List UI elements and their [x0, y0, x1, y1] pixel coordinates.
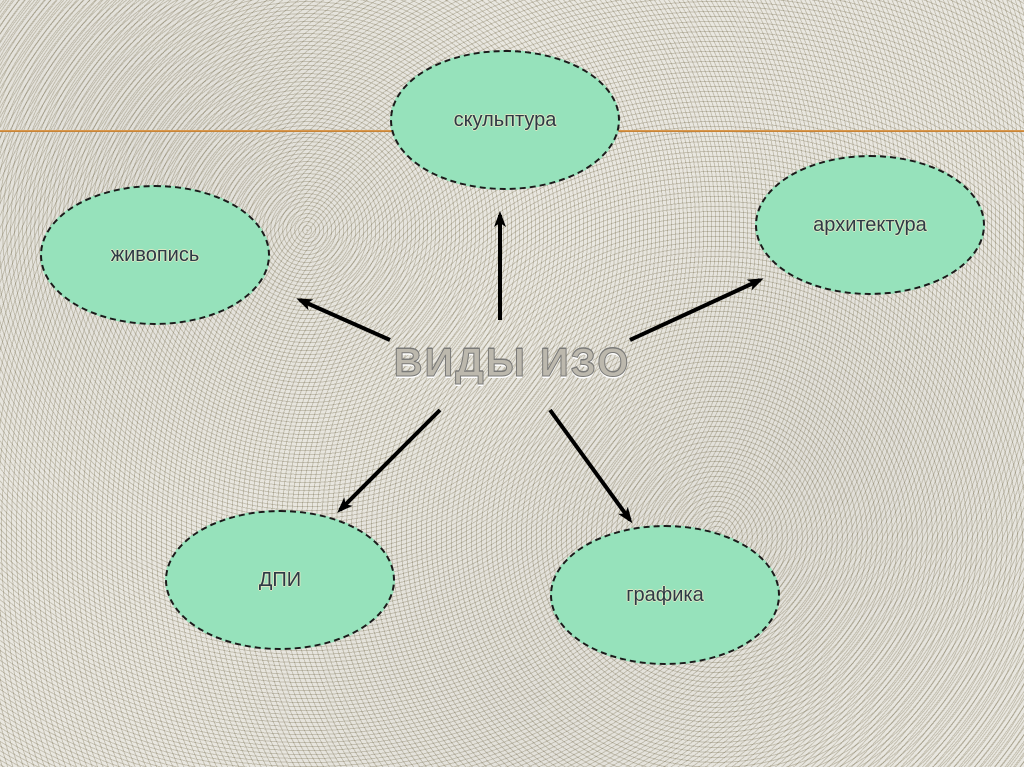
node-label-graphics: графика — [622, 580, 707, 611]
arrow-to-painting — [300, 300, 390, 340]
node-label-architecture: архитектура — [809, 210, 931, 241]
node-dpi: ДПИ — [165, 510, 395, 650]
center-title-text: ВИДЫ ИЗО — [394, 341, 631, 385]
node-label-dpi: ДПИ — [255, 565, 305, 596]
node-label-painting: живопись — [107, 240, 204, 271]
arrow-to-dpi — [340, 410, 440, 510]
diagram-stage: ВИДЫ ИЗО скульптура архитектура живопись ДП… — [0, 0, 1024, 767]
node-painting: живопись — [40, 185, 270, 325]
node-sculpture: скульптура — [390, 50, 620, 190]
arrow-to-architecture — [630, 280, 760, 340]
node-graphics: графика — [550, 525, 780, 665]
arrow-to-graphics — [550, 410, 630, 520]
center-title: ВИДЫ ИЗО — [0, 341, 1024, 386]
node-architecture: архитектура — [755, 155, 985, 295]
node-label-sculpture: скульптура — [450, 105, 561, 136]
